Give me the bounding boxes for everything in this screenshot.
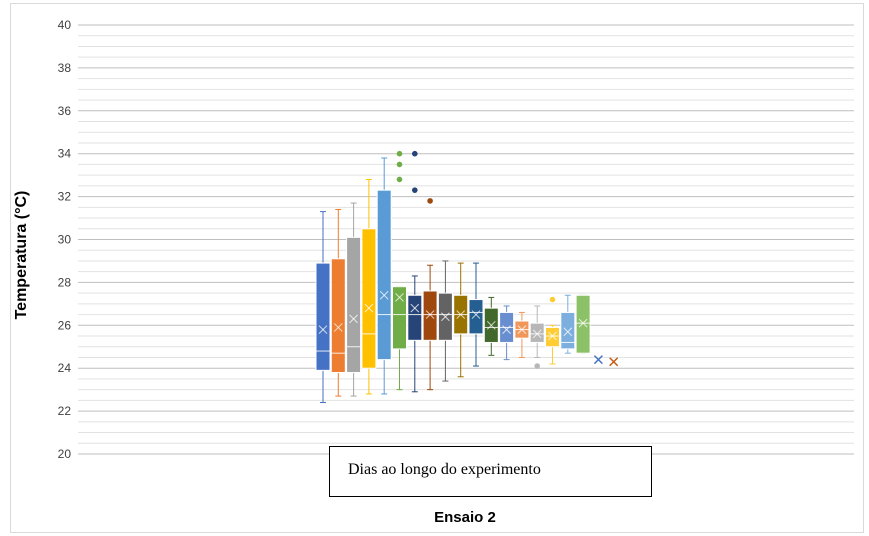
y-tick-label: 26	[58, 318, 72, 332]
y-tick-label: 22	[58, 404, 72, 418]
box-17	[560, 294, 576, 354]
box-series	[315, 150, 619, 404]
outlier-point	[412, 187, 418, 193]
outlier-point	[534, 363, 540, 369]
box-body	[392, 286, 407, 350]
mean-marker	[578, 318, 588, 328]
mean-marker	[532, 329, 542, 339]
mean-marker	[471, 310, 481, 319]
mean-marker	[364, 303, 374, 313]
box-11	[468, 262, 484, 367]
box-2	[330, 208, 346, 397]
box-5	[376, 157, 392, 395]
mean-marker	[517, 325, 527, 334]
outlier-point	[396, 176, 403, 183]
y-axis-label-wrap: Temperatura (°C)	[2, 140, 42, 370]
y-tick-label: 40	[58, 18, 72, 32]
y-tick-label: 34	[58, 147, 72, 161]
mean-marker	[486, 320, 496, 330]
annotation-box: Dias ao longo do experimento	[329, 446, 652, 497]
box-9	[437, 260, 453, 382]
box-20	[609, 357, 619, 367]
mean-marker	[333, 323, 343, 332]
box-6	[392, 150, 407, 391]
y-tick-label: 20	[58, 447, 72, 461]
box-body	[407, 294, 423, 341]
box-19	[593, 355, 603, 365]
mean-marker	[425, 310, 435, 319]
box-body	[315, 262, 331, 371]
box-body	[346, 236, 362, 373]
mean-marker	[410, 303, 420, 313]
box-10	[453, 262, 469, 378]
mean-marker	[318, 325, 328, 334]
y-axis-label: Temperatura (°C)	[13, 190, 30, 320]
y-tick-label: 30	[58, 233, 72, 247]
outlier-point	[549, 296, 556, 303]
outlier-point	[427, 198, 433, 204]
mean-marker	[548, 331, 557, 341]
y-tick-label: 24	[58, 361, 72, 375]
box-body	[376, 189, 392, 361]
y-tick-label: 36	[58, 104, 72, 118]
mean-marker	[379, 290, 389, 300]
box-3	[346, 202, 362, 397]
box-15	[529, 305, 545, 369]
box-14	[514, 311, 530, 358]
box-body	[560, 311, 576, 350]
chart-frame	[10, 3, 864, 533]
box-body	[361, 228, 377, 369]
y-tick-label: 32	[58, 190, 72, 204]
outlier-point	[396, 161, 403, 168]
box-16	[545, 296, 560, 365]
mean-marker	[349, 314, 358, 324]
box-13	[499, 305, 515, 361]
box-7	[407, 150, 423, 393]
box-1	[315, 211, 331, 404]
mean-marker	[609, 357, 619, 367]
mean-marker	[563, 327, 573, 337]
mean-marker	[441, 312, 450, 322]
outlier-point	[396, 150, 403, 157]
box-body	[422, 290, 438, 341]
box-18	[575, 294, 591, 354]
outlier-point	[412, 150, 418, 157]
box-body	[575, 294, 591, 354]
mean-marker	[593, 355, 603, 365]
box-body	[545, 326, 560, 348]
box-4	[361, 178, 377, 395]
mean-marker	[395, 293, 404, 302]
box-8	[422, 198, 438, 391]
box-12	[483, 296, 499, 356]
box-body	[330, 258, 346, 373]
box-body	[529, 322, 545, 343]
y-tick-label: 28	[58, 275, 72, 289]
box-body	[468, 299, 484, 335]
x-axis-label: Ensaio 2	[434, 509, 496, 526]
y-tick-labels: 20 22 24 26 28 30 32 34 36 38 40	[58, 18, 72, 461]
gridlines	[78, 24, 854, 455]
y-tick-label: 38	[58, 61, 72, 75]
mean-marker	[456, 310, 466, 319]
mean-marker	[502, 325, 511, 334]
